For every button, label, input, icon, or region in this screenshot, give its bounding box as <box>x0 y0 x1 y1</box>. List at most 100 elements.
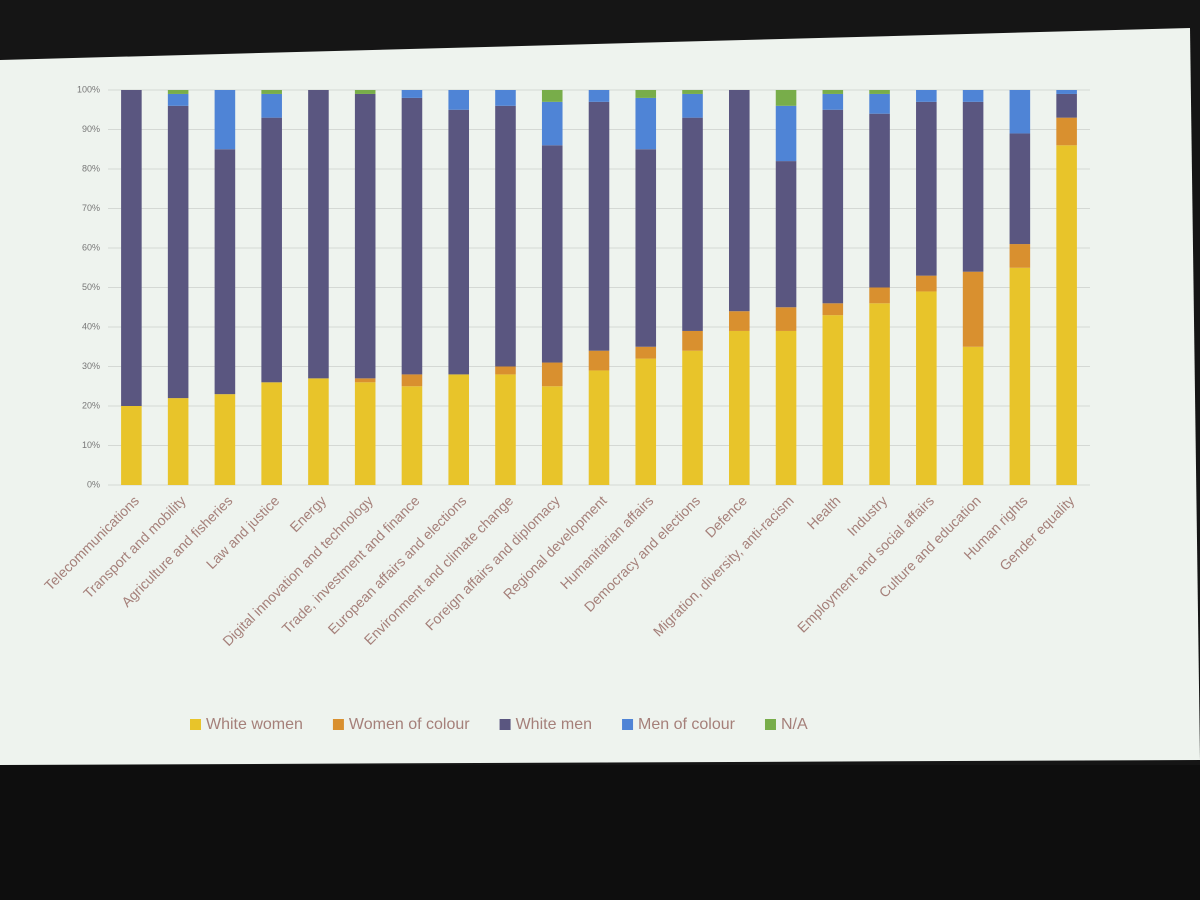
bar-segment <box>214 149 236 395</box>
y-tick-label: 60% <box>82 242 100 252</box>
bar-segment <box>308 90 329 379</box>
bar-segment <box>541 145 563 363</box>
bar-segment <box>869 90 890 94</box>
bar-segment <box>214 394 236 485</box>
bar-segment <box>775 307 797 331</box>
y-tick-label: 40% <box>82 321 100 331</box>
bar-segment <box>354 382 376 485</box>
bar-segment <box>775 161 797 308</box>
legend-label: White women <box>206 716 303 733</box>
bar-segment <box>635 97 657 150</box>
bar-segment <box>401 90 423 98</box>
stage <box>0 765 1200 900</box>
bar-segment <box>588 90 610 102</box>
bar-segment <box>261 382 282 485</box>
legend-swatch <box>332 719 344 730</box>
y-tick-label: 70% <box>82 203 100 213</box>
legend-swatch <box>622 719 634 730</box>
bar-segment <box>916 101 937 276</box>
bar-segment <box>495 90 516 106</box>
bar-segment <box>916 291 937 485</box>
legend-swatch <box>499 719 511 730</box>
bar-segment <box>1009 244 1031 268</box>
bar-segment <box>401 386 423 485</box>
bar-segment <box>682 330 703 351</box>
bar-segment <box>354 378 376 383</box>
bar-segment <box>401 97 423 375</box>
y-tick-label: 30% <box>82 361 100 371</box>
y-tick-label: 90% <box>82 124 100 134</box>
bar-segment <box>822 93 844 110</box>
y-tick-label: 50% <box>82 282 100 292</box>
bar-segment <box>588 350 610 371</box>
y-tick-label: 0% <box>87 479 100 489</box>
bar-segment <box>448 374 470 485</box>
bar-segment <box>1056 117 1077 146</box>
bar-segment <box>682 117 703 331</box>
bar-segment <box>635 358 657 485</box>
bar-segment <box>401 374 423 387</box>
bar-segment <box>167 398 189 485</box>
bar-segment <box>962 90 984 102</box>
bar-segment <box>728 311 750 331</box>
bar-segment <box>962 101 984 272</box>
legend-swatch <box>190 719 201 730</box>
legend-swatch <box>764 719 776 730</box>
legend-label: Men of colour <box>638 716 736 733</box>
legend-label: N/A <box>781 716 808 733</box>
bar-segment <box>869 303 890 485</box>
y-tick-label: 20% <box>82 400 100 410</box>
y-tick-label: 80% <box>82 163 100 173</box>
y-tick-label: 100% <box>77 84 100 94</box>
bar-segment <box>775 330 797 485</box>
y-tick-label: 10% <box>82 440 100 450</box>
bar-segment <box>541 90 563 102</box>
bar-segment <box>869 287 890 304</box>
bar-segment <box>214 90 236 150</box>
bar-segment <box>869 93 890 114</box>
bar-segment <box>962 271 984 347</box>
bar-segment <box>588 370 610 485</box>
bar-segment <box>728 330 750 485</box>
bar-segment <box>1056 145 1077 486</box>
bar-segment <box>354 90 376 94</box>
bar-segment <box>635 90 657 98</box>
bar-segment <box>916 90 937 102</box>
bar-segment <box>167 93 189 106</box>
bar-segment <box>261 93 282 118</box>
bar-segment <box>308 378 329 485</box>
bar-segment <box>167 105 189 399</box>
bar-segment <box>495 374 516 485</box>
bar-segment <box>775 90 797 106</box>
bar-segment <box>354 93 376 379</box>
bar-segment <box>261 117 282 383</box>
bar-segment <box>682 90 703 94</box>
legend-label: White men <box>516 716 592 733</box>
bar-segment <box>448 109 470 375</box>
bar-segment <box>541 101 563 146</box>
bar-segment <box>635 149 657 347</box>
bar-segment <box>167 90 189 94</box>
bar-segment <box>121 90 142 406</box>
bar-segment <box>448 90 470 110</box>
bar-segment <box>682 93 703 118</box>
bar-segment <box>728 90 750 312</box>
bar-segment <box>1009 133 1031 245</box>
legend-label: Women of colour <box>349 716 470 733</box>
bar-segment <box>1009 267 1031 485</box>
bar-segment <box>261 90 282 94</box>
bar-segment <box>588 101 610 351</box>
bar-segment <box>1056 90 1077 94</box>
bar-segment <box>775 105 797 162</box>
bar-segment <box>962 346 984 485</box>
bar-segment <box>822 303 844 316</box>
bar-segment <box>869 113 890 288</box>
bar-segment <box>495 105 516 367</box>
bar-segment <box>541 386 563 485</box>
bar-segment <box>1009 90 1031 134</box>
bar-segment <box>822 315 844 485</box>
bar-segment <box>682 350 703 485</box>
bar-segment <box>495 366 516 375</box>
